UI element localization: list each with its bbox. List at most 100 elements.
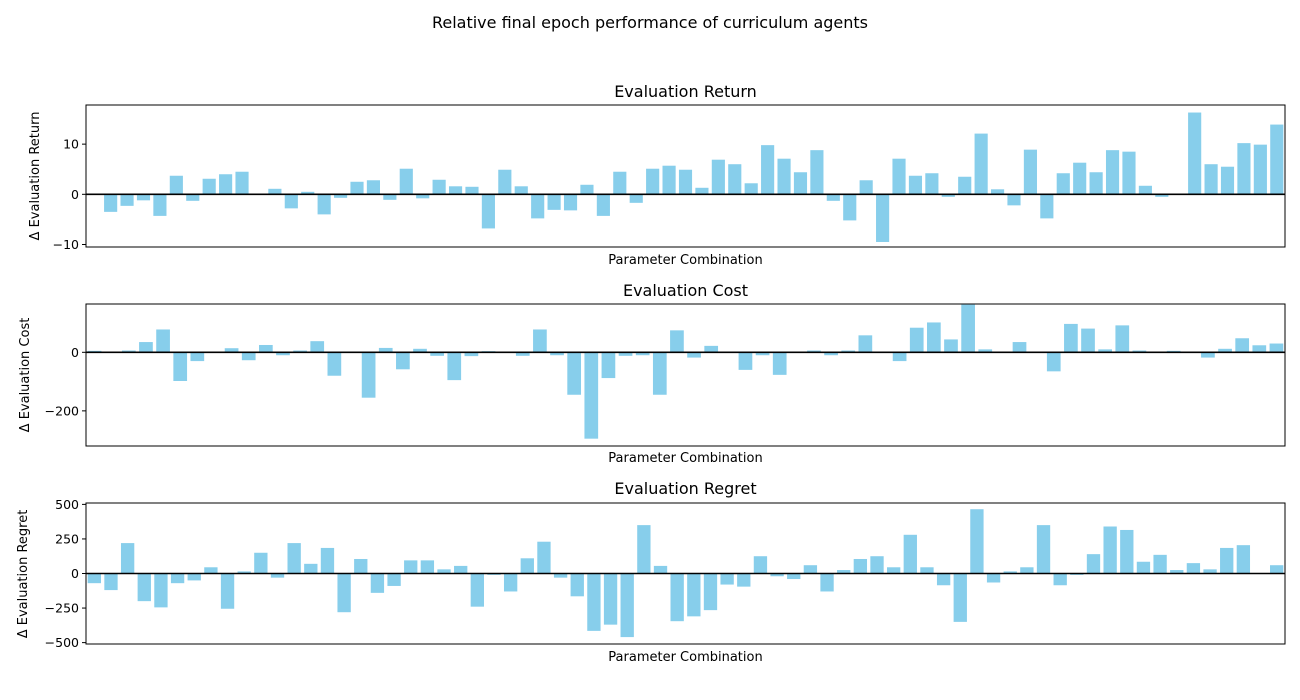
regret-bar-14 [320,547,335,574]
bars-group [87,509,1284,638]
return-bar-1 [104,194,118,212]
regret-bar-57 [1036,525,1051,574]
return-bar-49 [892,158,906,195]
cost-bar-2 [121,350,136,353]
axes-frame [85,104,1286,248]
regret-bar-47 [870,556,884,574]
cost-bar-32 [635,352,650,356]
panel-title: Evaluation Cost [623,281,748,300]
return-bar-16 [350,181,364,195]
cost-bar-28 [567,352,582,395]
y-axis-label: Δ Evaluation Regret [16,510,31,639]
x-axis-label: Parameter Combination [608,451,762,466]
cost-bar-57 [1064,323,1078,353]
regret-bar-54 [986,573,1001,583]
regret-bar-12 [287,543,301,574]
return-bar-39 [728,164,742,195]
cost-bar-33 [652,352,667,395]
x-axis-label: Parameter Combination [608,650,762,665]
return-bar-38 [711,159,725,195]
return-bar-31 [596,194,610,216]
regret-bar-29 [570,573,584,597]
regret-bar-71 [1270,565,1284,574]
return-bar-67 [1188,112,1202,195]
regret-bar-35 [670,573,684,622]
cost-bar-12 [293,350,307,353]
return-bar-34 [646,168,660,195]
regret-bar-53 [970,509,984,574]
return-bar-56 [1007,194,1021,206]
return-bar-51 [925,173,939,195]
regret-bar-3 [137,573,151,602]
cost-bar-56 [1046,352,1061,372]
regret-bar-16 [354,558,368,574]
cost-bar-11 [276,352,290,356]
return-bar-11 [268,188,282,195]
cost-bar-65 [1201,352,1215,358]
regret-bar-68 [1220,547,1234,574]
regret-bar-20 [420,560,435,574]
return-bar-48 [876,194,890,242]
return-bar-32 [613,171,627,195]
regret-bar-46 [853,558,868,574]
cost-bar-4 [156,329,170,353]
regret-bar-7 [204,567,218,574]
regret-bar-69 [1236,545,1251,574]
return-bar-6 [186,194,200,201]
cost-bar-47 [892,352,907,362]
cost-bar-22 [464,352,479,357]
return-bar-17 [366,180,380,195]
regret-bar-6 [187,573,201,581]
regret-bar-38 [720,573,734,585]
return-bar-14 [317,194,331,215]
axes-frame [85,303,1286,447]
regret-bar-9 [237,571,251,574]
return-bar-13 [301,191,315,195]
return-bar-64 [1138,185,1152,195]
regret-bar-22 [454,565,468,574]
regret-bar-18 [387,573,401,586]
regret-bar-34 [653,565,668,574]
regret-bar-40 [753,556,768,574]
return-bar-46 [843,194,857,221]
return-bar-2 [120,194,134,206]
cost-bar-43 [824,352,838,356]
cost-bar-48 [909,327,924,353]
return-bar-71 [1253,144,1267,195]
return-bar-25 [498,169,512,195]
return-bar-12 [284,194,298,209]
y-tick-label: 10 [63,137,79,152]
cost-bar-49 [927,322,941,353]
regret-bar-1 [104,573,118,591]
return-bar-54 [974,133,988,195]
regret-bar-2 [120,543,135,574]
return-bar-7 [202,178,216,195]
cost-bar-9 [241,352,256,361]
y-tick-label: 0 [71,187,79,202]
return-bar-20 [416,194,430,199]
cost-bar-20 [430,352,444,356]
return-bar-40 [744,183,758,195]
y-ticks: −200 0 [45,345,86,418]
cost-bar-26 [533,329,547,353]
cost-bar-36 [704,345,719,353]
return-bar-29 [563,194,578,211]
return-bar-15 [334,194,348,198]
return-bar-35 [662,165,676,195]
y-ticks: −500 −250 0 250 500 [45,497,86,650]
return-bar-53 [958,176,972,195]
cost-bar-34 [670,330,684,353]
regret-bar-30 [587,573,601,631]
return-bar-61 [1089,172,1103,195]
figure-suptitle: Relative final epoch performance of curr… [432,13,868,32]
cost-bar-69 [1269,343,1284,353]
regret-bar-50 [920,567,934,574]
cost-bar-29 [584,352,599,439]
cost-bar-44 [841,350,856,353]
cost-bar-5 [173,352,188,381]
cost-bar-68 [1252,345,1267,353]
return-bar-18 [383,194,397,200]
return-bar-5 [169,175,183,195]
regret-bar-37 [703,573,718,611]
regret-bar-56 [1020,567,1034,574]
